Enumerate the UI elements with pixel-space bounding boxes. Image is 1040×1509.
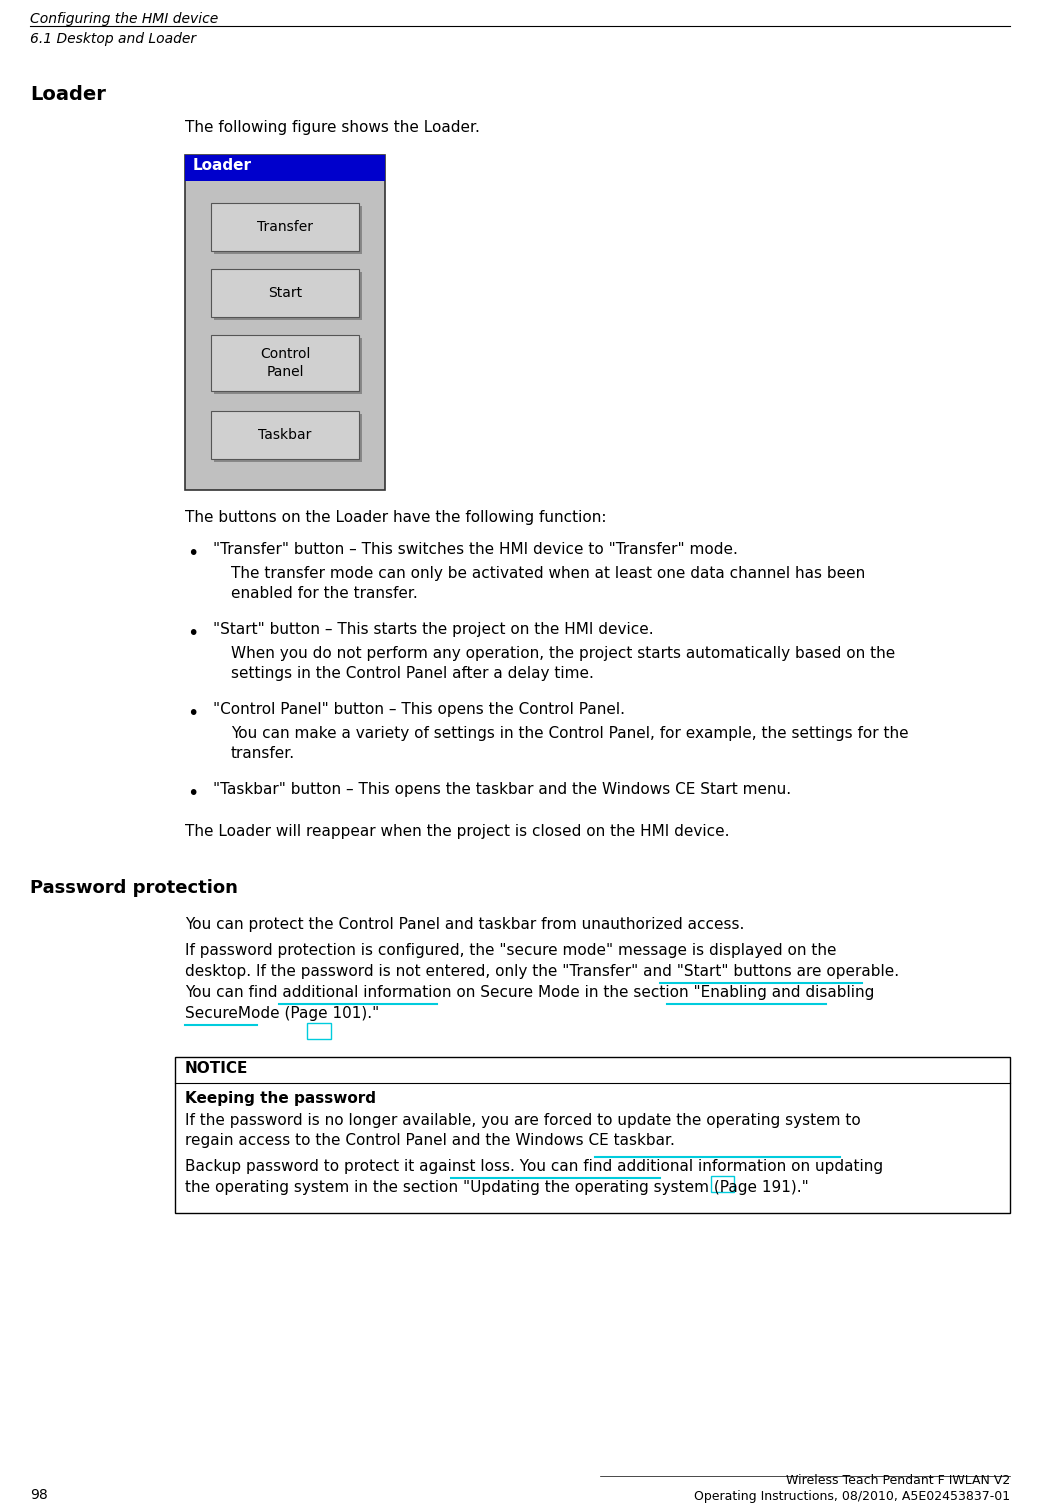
FancyBboxPatch shape — [211, 204, 359, 250]
Text: "Transfer" button – This switches the HMI device to "Transfer" mode.: "Transfer" button – This switches the HM… — [213, 542, 737, 557]
FancyBboxPatch shape — [214, 413, 362, 462]
Text: When you do not perform any operation, the project starts automatically based on: When you do not perform any operation, t… — [231, 646, 895, 682]
Text: SecureMode (Page 101).": SecureMode (Page 101)." — [185, 1007, 380, 1022]
Text: Wireless Teach Pendant F IWLAN V2: Wireless Teach Pendant F IWLAN V2 — [786, 1474, 1010, 1486]
Text: "Start" button – This starts the project on the HMI device.: "Start" button – This starts the project… — [213, 622, 653, 637]
Text: Start: Start — [268, 287, 302, 300]
Text: The Loader will reappear when the project is closed on the HMI device.: The Loader will reappear when the projec… — [185, 824, 729, 839]
Text: •: • — [187, 545, 199, 563]
Text: Loader: Loader — [193, 158, 252, 174]
FancyBboxPatch shape — [214, 338, 362, 394]
FancyBboxPatch shape — [214, 272, 362, 320]
Text: Transfer: Transfer — [257, 220, 313, 234]
FancyBboxPatch shape — [214, 207, 362, 254]
Text: The transfer mode can only be activated when at least one data channel has been
: The transfer mode can only be activated … — [231, 566, 865, 602]
FancyBboxPatch shape — [185, 155, 385, 181]
Text: Configuring the HMI device: Configuring the HMI device — [30, 12, 218, 26]
Text: If the password is no longer available, you are forced to update the operating s: If the password is no longer available, … — [185, 1114, 861, 1148]
Text: Taskbar: Taskbar — [258, 429, 312, 442]
FancyBboxPatch shape — [211, 269, 359, 317]
Text: "Taskbar" button – This opens the taskbar and the Windows CE Start menu.: "Taskbar" button – This opens the taskba… — [213, 782, 791, 797]
Text: Operating Instructions, 08/2010, A5E02453837-01: Operating Instructions, 08/2010, A5E0245… — [694, 1489, 1010, 1503]
Text: The buttons on the Loader have the following function:: The buttons on the Loader have the follo… — [185, 510, 606, 525]
Text: •: • — [187, 705, 199, 723]
Text: Control
Panel: Control Panel — [260, 347, 310, 379]
FancyBboxPatch shape — [211, 410, 359, 459]
FancyBboxPatch shape — [211, 335, 359, 391]
FancyBboxPatch shape — [185, 155, 385, 490]
Text: You can protect the Control Panel and taskbar from unauthorized access.: You can protect the Control Panel and ta… — [185, 917, 745, 933]
Text: •: • — [187, 625, 199, 643]
Text: Keeping the password: Keeping the password — [185, 1091, 376, 1106]
Text: You can find additional information on Secure Mode in the section "Enabling and : You can find additional information on S… — [185, 985, 875, 1000]
Text: Password protection: Password protection — [30, 880, 238, 896]
Text: 6.1 Desktop and Loader: 6.1 Desktop and Loader — [30, 32, 197, 45]
Text: If password protection is configured, the "secure mode" message is displayed on : If password protection is configured, th… — [185, 943, 836, 958]
Text: the operating system in the section "Updating the operating system (Page 191).": the operating system in the section "Upd… — [185, 1180, 809, 1195]
Text: desktop. If the password is not entered, only the "Transfer" and "Start" buttons: desktop. If the password is not entered,… — [185, 964, 900, 979]
Text: Backup password to protect it against loss. You can find additional information : Backup password to protect it against lo… — [185, 1159, 883, 1174]
FancyBboxPatch shape — [175, 1056, 1010, 1213]
Text: You can make a variety of settings in the Control Panel, for example, the settin: You can make a variety of settings in th… — [231, 726, 909, 762]
Text: NOTICE: NOTICE — [185, 1061, 249, 1076]
Text: •: • — [187, 785, 199, 803]
Text: Loader: Loader — [30, 85, 106, 104]
Text: 98: 98 — [30, 1488, 48, 1501]
Text: "Control Panel" button – This opens the Control Panel.: "Control Panel" button – This opens the … — [213, 702, 625, 717]
Text: The following figure shows the Loader.: The following figure shows the Loader. — [185, 121, 479, 134]
